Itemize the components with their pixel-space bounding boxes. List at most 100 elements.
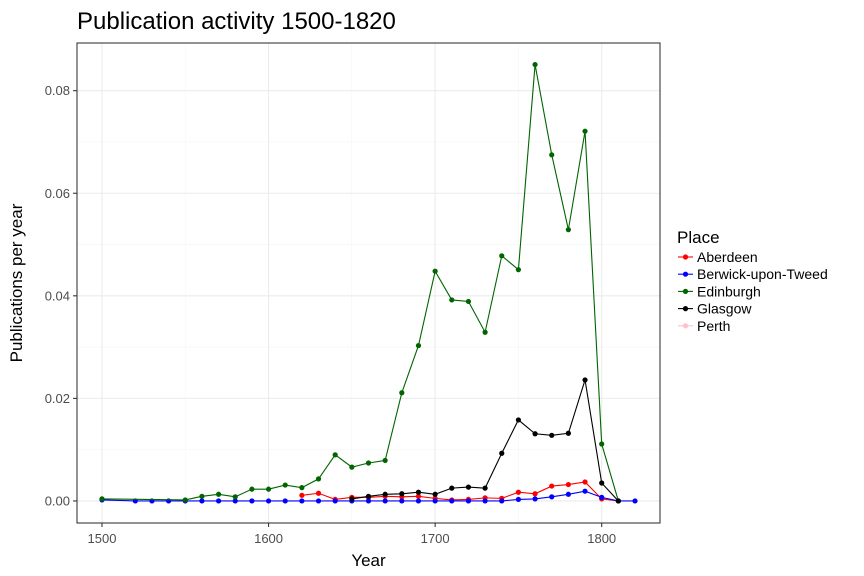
data-point-glasgow: [482, 485, 488, 491]
legend-label: Berwick-upon-Tweed: [697, 266, 828, 282]
data-point-berwick-upon-tweed: [382, 498, 388, 504]
data-point-berwick-upon-tweed: [199, 498, 205, 504]
x-axis: 1500 1600 1700 1800: [88, 523, 616, 546]
plot-background: [77, 43, 660, 523]
data-point-edinburgh: [215, 491, 222, 497]
data-point-berwick-upon-tweed: [499, 498, 505, 504]
data-point-edinburgh: [549, 152, 555, 158]
legend-key-point: [682, 254, 689, 260]
data-point-berwick-upon-tweed: [582, 488, 588, 494]
legend-label: Aberdeen: [697, 249, 758, 265]
data-point-edinburgh: [232, 494, 238, 500]
legend: Place AberdeenBerwick-upon-TweedEdinburg…: [677, 228, 828, 334]
data-point-berwick-upon-tweed: [449, 498, 455, 504]
y-axis-title: Publications per year: [7, 203, 26, 362]
data-point-edinburgh: [449, 297, 455, 303]
series-layer: [99, 61, 638, 504]
data-point-glasgow: [499, 450, 505, 456]
legend-key-point: [682, 323, 689, 329]
legend-item-berwick-upon-tweed: Berwick-upon-Tweed: [678, 266, 828, 282]
data-point-glasgow: [515, 417, 522, 423]
data-point-edinburgh: [382, 457, 388, 464]
data-point-berwick-upon-tweed: [332, 498, 338, 504]
data-point-glasgow: [465, 484, 472, 490]
data-point-glasgow: [549, 432, 555, 438]
data-point-glasgow: [349, 496, 355, 502]
data-point-glasgow: [365, 493, 372, 499]
data-point-berwick-upon-tweed: [215, 498, 222, 504]
data-point-aberdeen: [565, 481, 571, 488]
data-point-edinburgh: [265, 486, 272, 492]
data-point-edinburgh: [532, 61, 538, 68]
data-point-edinburgh: [432, 268, 438, 274]
data-point-berwick-upon-tweed: [532, 496, 538, 502]
panel-border: [76, 42, 661, 524]
legend-item-perth: Perth: [678, 318, 730, 334]
legend-key-point: [682, 271, 689, 277]
minor-gridlines: [77, 43, 660, 523]
data-point-glasgow: [565, 430, 571, 436]
data-point-berwick-upon-tweed: [399, 498, 405, 504]
series-edinburgh: [99, 61, 621, 504]
data-point-aberdeen: [582, 479, 588, 485]
data-point-edinburgh: [315, 476, 322, 482]
data-point-glasgow: [399, 491, 405, 497]
data-point-aberdeen: [315, 490, 322, 496]
data-point-edinburgh: [349, 464, 355, 470]
data-point-edinburgh: [99, 496, 105, 502]
data-point-glasgow: [599, 480, 605, 486]
legend-label: Perth: [697, 318, 730, 334]
chart-title: Publication activity 1500-1820: [77, 8, 396, 35]
data-point-aberdeen: [549, 483, 555, 489]
data-point-glasgow: [432, 491, 438, 497]
data-point-berwick-upon-tweed: [365, 498, 372, 504]
data-point-edinburgh: [599, 441, 605, 447]
data-point-glasgow: [415, 489, 422, 495]
y-tick-label: 0.04: [45, 288, 70, 303]
data-point-berwick-upon-tweed: [432, 498, 438, 504]
plot-panel: [76, 42, 661, 524]
y-tick-label: 0.06: [45, 186, 70, 201]
data-point-berwick-upon-tweed: [599, 494, 605, 500]
y-tick-label: 0.00: [45, 493, 70, 508]
legend-key-point: [682, 288, 689, 294]
legend-item-edinburgh: Edinburgh: [678, 283, 761, 299]
data-point-berwick-upon-tweed: [632, 498, 638, 504]
data-point-edinburgh: [482, 329, 488, 335]
data-point-edinburgh: [465, 298, 472, 305]
x-axis-title: Year: [351, 551, 386, 570]
data-point-aberdeen: [532, 491, 538, 497]
x-tick-label: 1800: [587, 531, 616, 546]
legend-label: Glasgow: [697, 301, 752, 317]
data-point-aberdeen: [299, 492, 305, 498]
data-point-berwick-upon-tweed: [549, 494, 555, 500]
data-point-edinburgh: [565, 227, 571, 233]
data-point-glasgow: [382, 491, 388, 497]
legend-label: Edinburgh: [697, 283, 761, 299]
data-point-edinburgh: [582, 128, 588, 134]
data-point-edinburgh: [299, 485, 305, 491]
data-point-edinburgh: [515, 267, 522, 273]
x-tick-label: 1600: [254, 531, 283, 546]
data-point-edinburgh: [199, 493, 205, 499]
data-point-glasgow: [582, 377, 588, 383]
series-line-berwick-upon-tweed: [101, 490, 636, 502]
data-point-berwick-upon-tweed: [299, 498, 305, 504]
data-point-edinburgh: [399, 390, 405, 396]
data-point-glasgow: [532, 431, 538, 437]
legend-key-point: [682, 306, 689, 312]
data-point-berwick-upon-tweed: [265, 498, 272, 504]
series-glasgow: [349, 377, 621, 504]
y-tick-label: 0.08: [45, 83, 70, 98]
data-point-berwick-upon-tweed: [482, 498, 488, 504]
data-point-glasgow: [449, 485, 455, 491]
data-point-berwick-upon-tweed: [249, 498, 255, 504]
data-point-edinburgh: [249, 486, 255, 492]
data-point-berwick-upon-tweed: [515, 496, 522, 503]
data-point-berwick-upon-tweed: [565, 491, 571, 497]
data-point-edinburgh: [499, 253, 505, 259]
series-line-edinburgh: [101, 64, 619, 502]
x-tick-label: 1500: [88, 531, 117, 546]
data-point-aberdeen: [415, 493, 422, 499]
